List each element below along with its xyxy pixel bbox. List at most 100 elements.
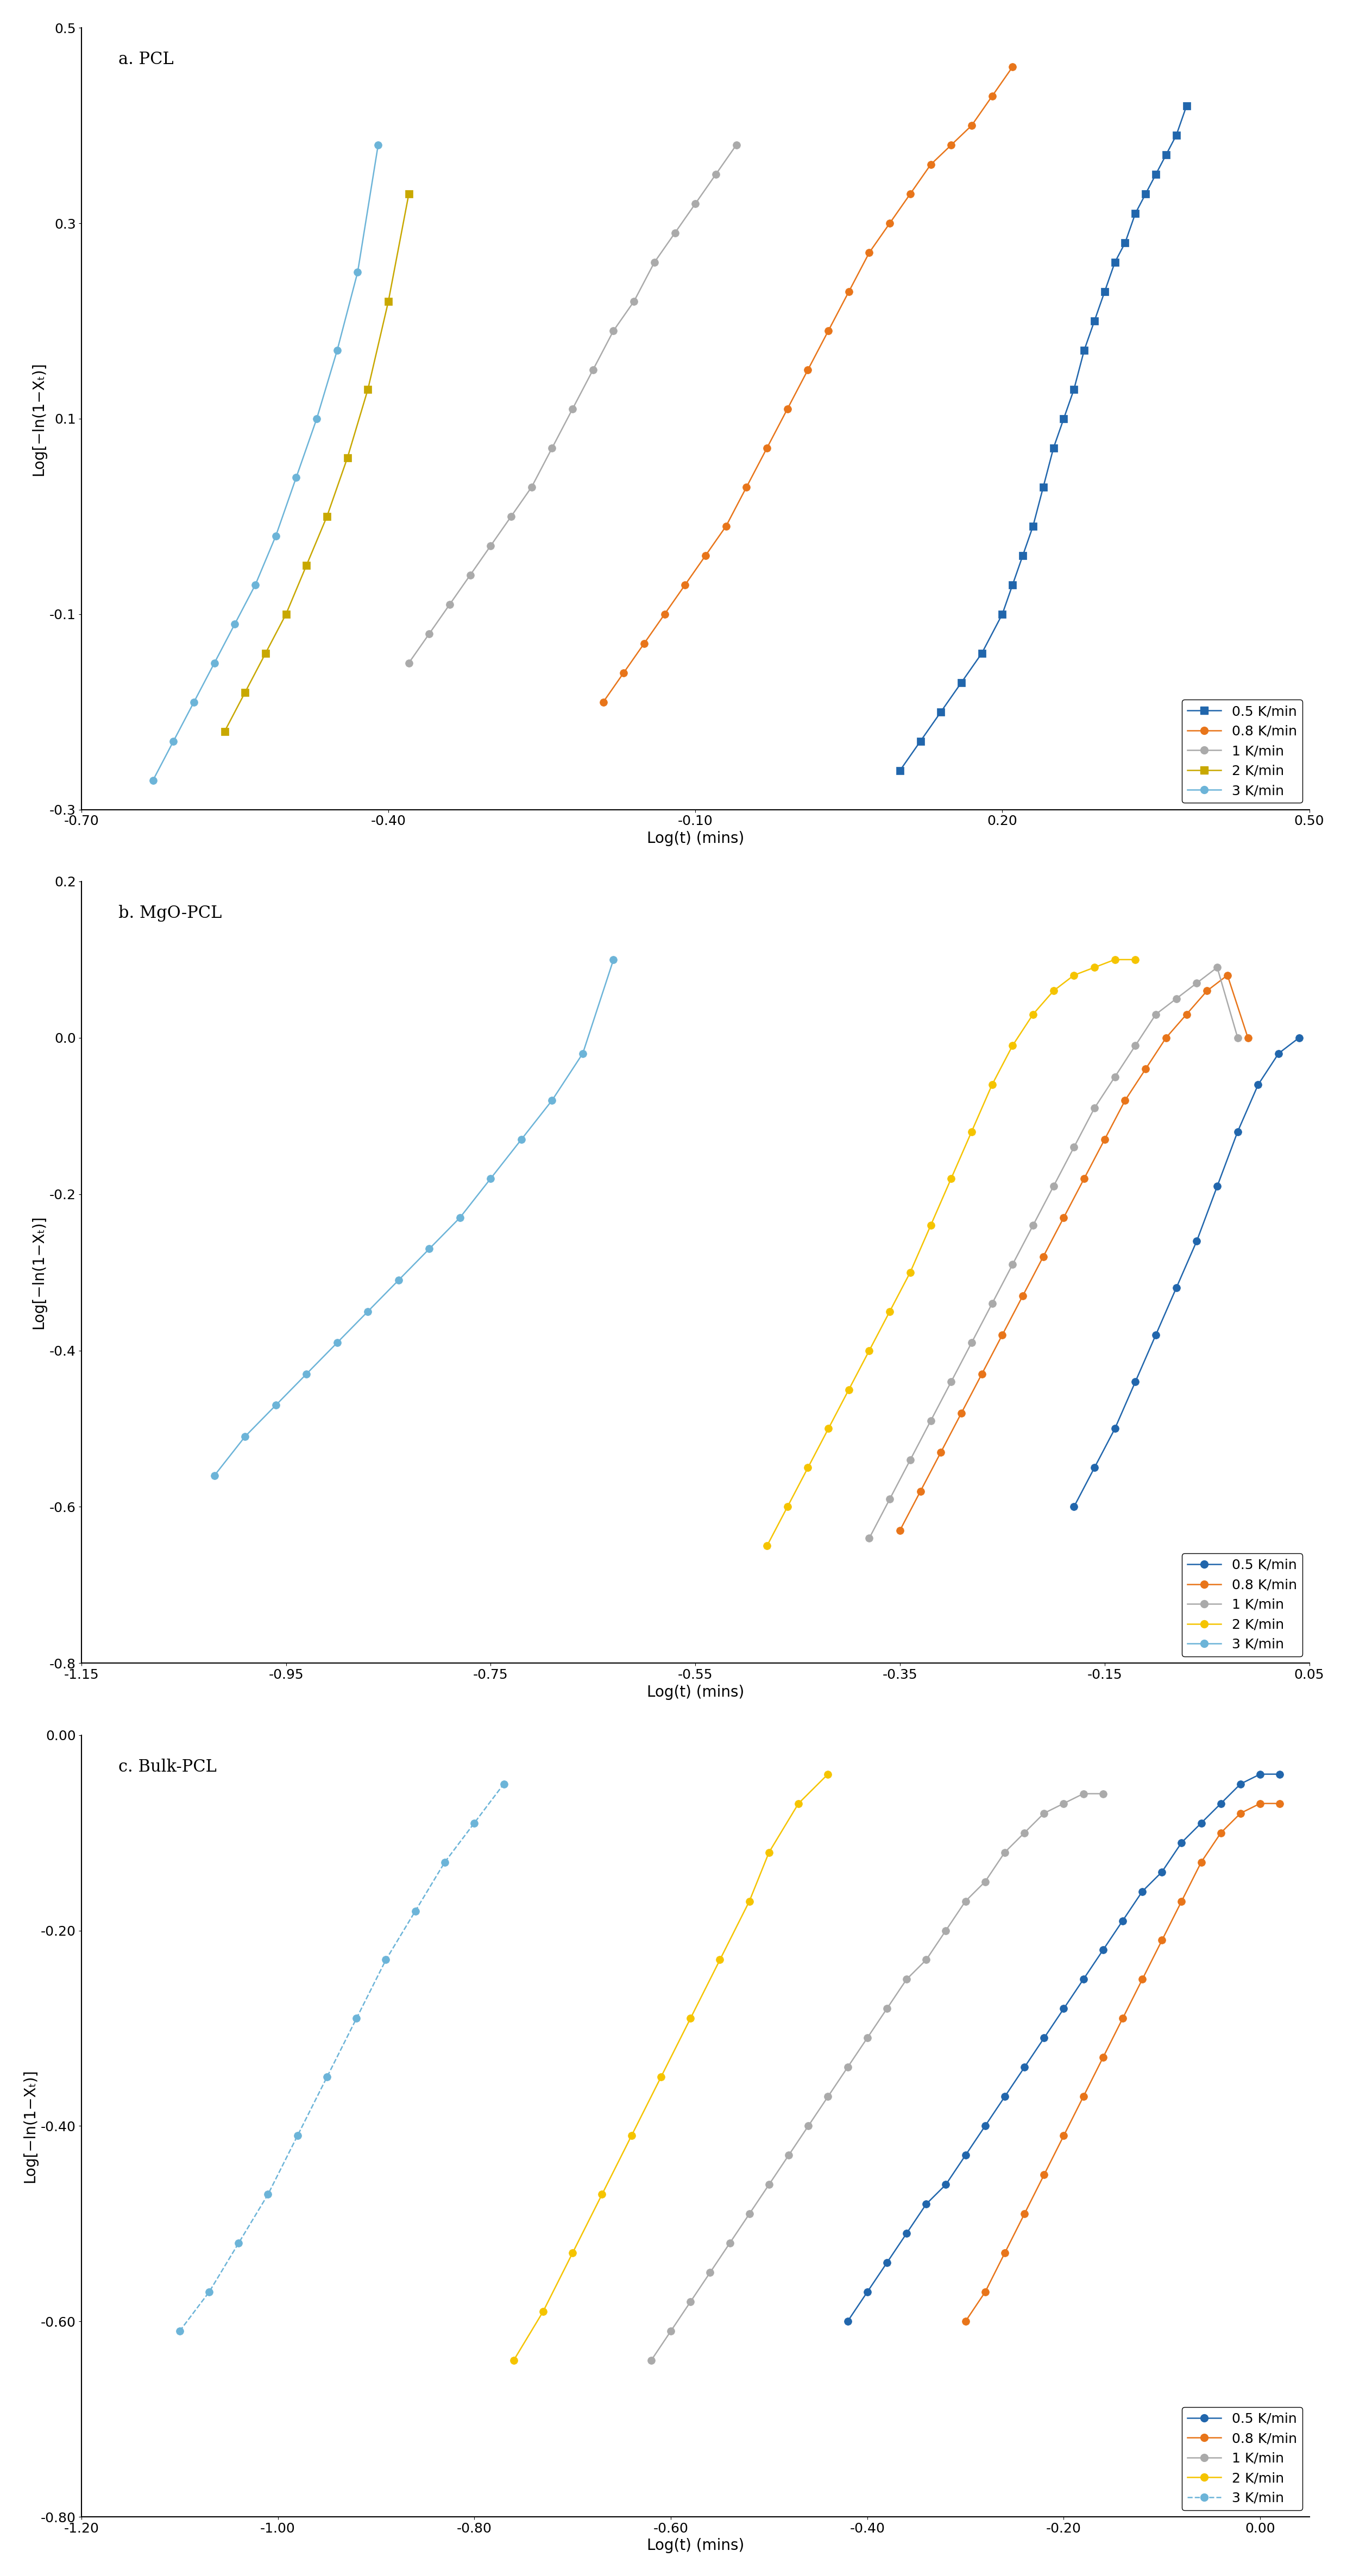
2 K/min bbox=[505, 2344, 521, 2375]
1 K/min bbox=[800, 2110, 816, 2141]
0.8 K/min bbox=[1095, 2043, 1111, 2074]
0.5 K/min bbox=[1095, 1935, 1111, 1965]
3 K/min bbox=[268, 1391, 284, 1422]
1 K/min bbox=[683, 2287, 699, 2318]
1 K/min bbox=[482, 531, 498, 562]
Line: 0.8 K/min: 0.8 K/min bbox=[962, 1801, 1284, 2326]
2 K/min bbox=[985, 1069, 1001, 1100]
0.8 K/min bbox=[1034, 1242, 1051, 1273]
0.5 K/min bbox=[878, 2246, 894, 2277]
0.5 K/min bbox=[859, 2277, 876, 2308]
0.5 K/min bbox=[919, 2190, 935, 2221]
0.8 K/min bbox=[1154, 1924, 1171, 1955]
3 K/min bbox=[605, 945, 621, 976]
3 K/min bbox=[496, 1770, 512, 1801]
0.5 K/min bbox=[958, 2141, 974, 2172]
0.8 K/min bbox=[1036, 2159, 1052, 2190]
1 K/min bbox=[878, 1994, 894, 2025]
1 K/min bbox=[729, 129, 745, 160]
Line: 3 K/min: 3 K/min bbox=[176, 1780, 508, 2334]
3 K/min bbox=[391, 1265, 407, 1296]
1 K/min bbox=[1065, 1131, 1082, 1162]
0.5 K/min bbox=[1014, 541, 1030, 572]
2 K/min bbox=[902, 1257, 919, 1288]
0.8 K/min bbox=[738, 471, 754, 502]
1 K/min bbox=[1127, 1030, 1144, 1061]
3 K/min bbox=[513, 1123, 529, 1154]
1 K/min bbox=[702, 2257, 718, 2287]
Line: 2 K/min: 2 K/min bbox=[764, 956, 1140, 1551]
0.5 K/min bbox=[1075, 1963, 1091, 1994]
0.5 K/min bbox=[892, 755, 908, 786]
2 K/min bbox=[277, 598, 294, 629]
3 K/min bbox=[308, 404, 325, 435]
1 K/min bbox=[820, 2081, 836, 2112]
0.8 K/min bbox=[1179, 999, 1195, 1030]
1 K/min bbox=[938, 1914, 954, 1945]
0.5 K/min bbox=[977, 2110, 993, 2141]
2 K/min bbox=[217, 716, 233, 747]
0.8 K/min bbox=[1096, 1123, 1113, 1154]
0.8 K/min bbox=[841, 276, 857, 307]
0.8 K/min bbox=[698, 541, 714, 572]
0.8 K/min bbox=[943, 129, 959, 160]
0.5 K/min bbox=[1137, 178, 1153, 209]
0.8 K/min bbox=[1117, 1084, 1133, 1115]
Line: 0.5 K/min: 0.5 K/min bbox=[1070, 1033, 1303, 1510]
2 K/min bbox=[380, 286, 396, 317]
1 K/min bbox=[1056, 1788, 1072, 1819]
Text: b. MgO-PCL: b. MgO-PCL bbox=[119, 904, 222, 922]
Line: 3 K/min: 3 K/min bbox=[150, 142, 383, 783]
3 K/min bbox=[186, 688, 202, 719]
0.8 K/min bbox=[1114, 2004, 1130, 2035]
Line: 1 K/min: 1 K/min bbox=[648, 1790, 1107, 2365]
3 K/min bbox=[237, 1422, 253, 1453]
0.5 K/min bbox=[1148, 160, 1164, 191]
0.8 K/min bbox=[994, 1319, 1010, 1350]
0.8 K/min bbox=[1056, 1203, 1072, 1234]
Line: 3 K/min: 3 K/min bbox=[210, 956, 617, 1479]
Line: 0.8 K/min: 0.8 K/min bbox=[599, 62, 1017, 706]
0.8 K/min bbox=[1272, 1788, 1288, 1819]
0.8 K/min bbox=[882, 209, 898, 240]
1 K/min bbox=[585, 355, 601, 386]
0.5 K/min bbox=[912, 726, 928, 757]
1 K/min bbox=[1025, 1211, 1041, 1242]
0.8 K/min bbox=[1212, 1816, 1228, 1847]
1 K/min bbox=[442, 590, 458, 621]
2 K/min bbox=[1127, 945, 1144, 976]
2 K/min bbox=[820, 1759, 836, 1790]
0.5 K/min bbox=[1114, 1906, 1130, 1937]
1 K/min bbox=[898, 1963, 915, 1994]
0.8 K/min bbox=[1233, 1798, 1249, 1829]
0.5 K/min bbox=[1193, 1808, 1210, 1839]
3 K/min bbox=[268, 520, 284, 551]
0.8 K/min bbox=[985, 80, 1001, 111]
Line: 2 K/min: 2 K/min bbox=[509, 1770, 831, 2365]
0.5 K/min bbox=[1272, 1759, 1288, 1790]
2 K/min bbox=[943, 1162, 959, 1193]
0.5 K/min bbox=[898, 2218, 915, 2249]
1 K/min bbox=[985, 1288, 1001, 1319]
0.8 K/min bbox=[954, 1399, 970, 1430]
1 K/min bbox=[1017, 1816, 1033, 1847]
0.5 K/min bbox=[1107, 1414, 1123, 1445]
3 K/min bbox=[422, 1234, 438, 1265]
2 K/min bbox=[963, 1115, 979, 1146]
Line: 0.5 K/min: 0.5 K/min bbox=[843, 1770, 1284, 2326]
0.5 K/min bbox=[1250, 1069, 1266, 1100]
0.5 K/min bbox=[1096, 276, 1113, 307]
1 K/min bbox=[643, 2344, 659, 2375]
1 K/min bbox=[722, 2228, 738, 2259]
1 K/min bbox=[663, 2316, 679, 2347]
0.5 K/min bbox=[1045, 433, 1061, 464]
0.5 K/min bbox=[1117, 227, 1133, 258]
X-axis label: Log(t) (mins): Log(t) (mins) bbox=[647, 2537, 744, 2553]
1 K/min bbox=[859, 2022, 876, 2053]
2 K/min bbox=[339, 443, 356, 474]
2 K/min bbox=[1025, 999, 1041, 1030]
0.8 K/min bbox=[861, 237, 877, 268]
0.5 K/min bbox=[1086, 1453, 1102, 1484]
1 K/min bbox=[1107, 1061, 1123, 1092]
3 K/min bbox=[299, 1358, 315, 1388]
